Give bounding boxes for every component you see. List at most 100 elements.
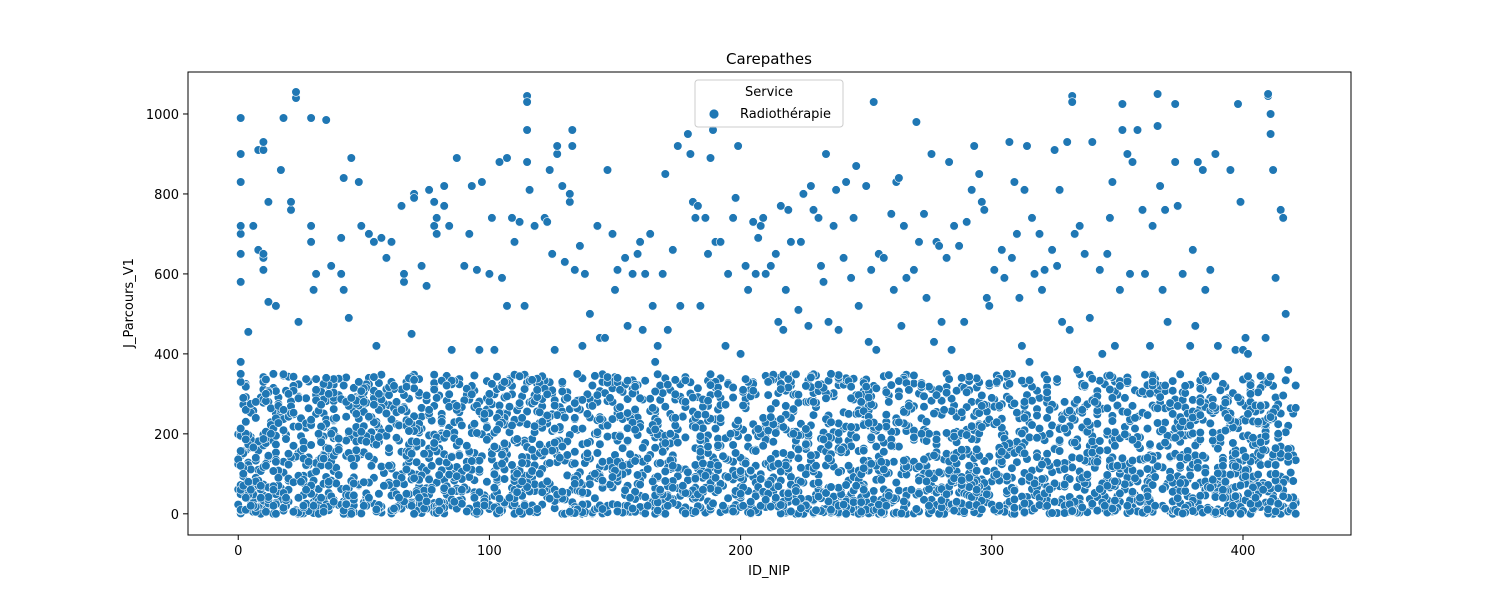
- scatter-point: [1140, 370, 1150, 380]
- scatter-point: [1117, 125, 1127, 135]
- scatter-point: [321, 115, 331, 125]
- scatter-point: [344, 426, 354, 437]
- scatter-point: [1291, 380, 1301, 391]
- scatter-point: [1127, 456, 1138, 466]
- scatter-point: [241, 417, 251, 427]
- scatter-point: [499, 438, 510, 449]
- scatter-point: [447, 452, 457, 462]
- scatter-point: [710, 473, 721, 483]
- scatter-point: [248, 442, 258, 453]
- scatter-point: [369, 237, 379, 247]
- scatter-point: [356, 386, 366, 396]
- scatter-point: [407, 501, 417, 511]
- scatter-point: [386, 414, 397, 425]
- scatter-point: [891, 478, 901, 488]
- scatter-point: [803, 321, 814, 331]
- scatter-point: [700, 471, 711, 481]
- scatter-point: [791, 497, 801, 507]
- scatter-point: [243, 477, 253, 487]
- scatter-point: [1213, 468, 1223, 479]
- scatter-point: [550, 345, 560, 355]
- scatter-point: [1220, 477, 1230, 487]
- scatter-point: [1095, 436, 1105, 446]
- scatter-point: [929, 450, 939, 461]
- scatter-point: [756, 474, 766, 484]
- scatter-point: [1168, 386, 1178, 396]
- scatter-point: [876, 433, 886, 443]
- scatter-point: [1024, 375, 1035, 385]
- scatter-point: [874, 500, 884, 510]
- scatter-point: [324, 389, 334, 399]
- scatter-point: [271, 440, 281, 450]
- scatter-point: [602, 420, 613, 431]
- scatter-point: [1100, 501, 1110, 511]
- scatter-point: [432, 213, 442, 223]
- scatter-point: [941, 253, 952, 263]
- scatter-point: [728, 440, 738, 450]
- scatter-point: [783, 382, 793, 393]
- scatter-point: [349, 478, 359, 489]
- scatter-point: [889, 285, 899, 295]
- scatter-point: [434, 506, 444, 516]
- scatter-point: [334, 470, 344, 480]
- scatter-point: [992, 377, 1002, 387]
- scatter-point: [771, 428, 781, 438]
- scatter-point: [1065, 325, 1075, 335]
- scatter-point: [283, 460, 294, 470]
- scatter-point: [457, 499, 467, 509]
- scatter-point: [336, 269, 346, 279]
- scatter-point: [1157, 285, 1168, 295]
- scatter-point: [1019, 507, 1030, 517]
- scatter-point: [703, 396, 713, 406]
- scatter-point: [841, 509, 851, 519]
- scatter-point: [1152, 418, 1163, 428]
- scatter-point: [535, 440, 545, 450]
- scatter-point: [585, 479, 595, 489]
- scatter-point: [585, 309, 595, 319]
- scatter-point: [670, 389, 680, 399]
- scatter-point: [1208, 401, 1218, 411]
- scatter-point: [1019, 413, 1030, 423]
- scatter-point: [236, 377, 246, 387]
- scatter-point: [1225, 508, 1235, 519]
- scatter-point: [693, 383, 703, 393]
- scatter-point: [304, 457, 314, 467]
- scatter-point: [1059, 397, 1070, 407]
- scatter-point: [771, 493, 781, 503]
- scatter-point: [969, 141, 979, 151]
- scatter-point: [1019, 185, 1030, 195]
- scatter-point: [575, 241, 585, 251]
- scatter-point: [758, 441, 768, 451]
- scatter-point: [1024, 357, 1035, 367]
- scatter-point: [1019, 397, 1030, 407]
- scatter-point: [1208, 428, 1218, 438]
- scatter-point: [1145, 439, 1155, 449]
- scatter-point: [982, 489, 992, 499]
- scatter-point: [281, 434, 291, 444]
- scatter-point: [396, 405, 407, 415]
- scatter-point: [768, 437, 778, 447]
- scatter-point: [620, 253, 630, 263]
- scatter-point: [502, 153, 512, 163]
- scatter-point: [1142, 410, 1153, 420]
- scatter-point: [502, 391, 512, 401]
- scatter-point: [1014, 293, 1025, 303]
- scatter-point: [806, 372, 816, 383]
- scatter-point: [271, 301, 281, 311]
- scatter-point: [705, 484, 716, 494]
- scatter-point: [615, 385, 625, 395]
- scatter-point: [542, 389, 552, 399]
- scatter-point: [1080, 249, 1090, 259]
- scatter-point: [590, 469, 600, 479]
- scatter-point: [1190, 481, 1200, 491]
- scatter-point: [936, 495, 947, 505]
- scatter-point: [434, 456, 444, 467]
- scatter-point: [856, 397, 866, 407]
- scatter-point: [718, 501, 728, 511]
- scatter-point: [705, 369, 716, 379]
- scatter-point: [427, 461, 437, 471]
- scatter-point: [1188, 506, 1198, 516]
- scatter-point: [823, 453, 834, 463]
- scatter-point: [605, 393, 615, 403]
- scatter-point: [904, 401, 914, 411]
